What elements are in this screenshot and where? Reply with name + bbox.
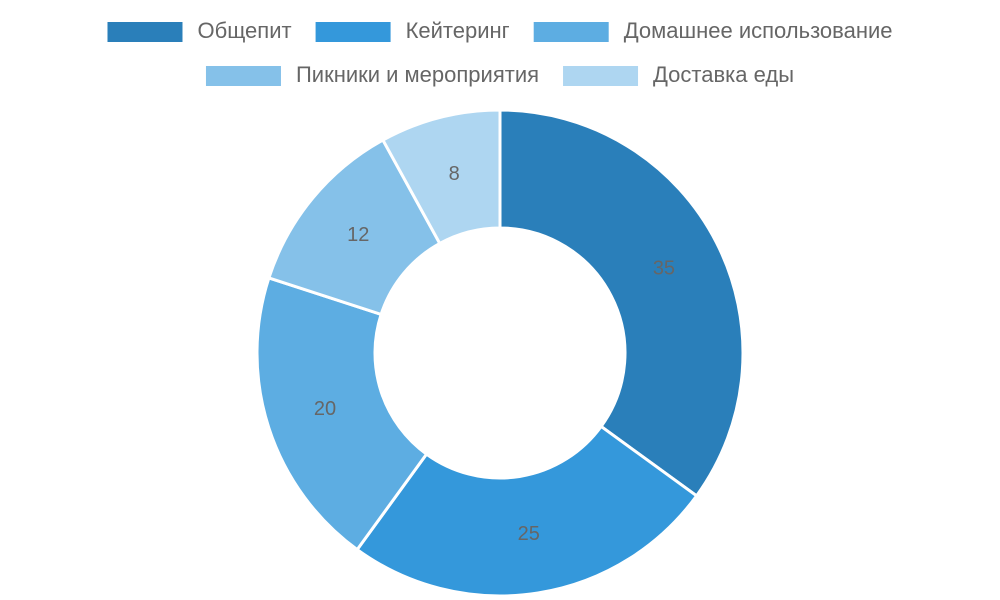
legend-label: Доставка еды: [653, 62, 794, 87]
legend-swatch: [533, 22, 609, 42]
legend-item: Доставка еды: [563, 62, 794, 87]
legend-item: Домашнее использование: [533, 18, 893, 43]
donut-slice: [355, 424, 699, 598]
legend-swatch: [315, 22, 391, 42]
data-label: 8: [449, 163, 460, 185]
data-label: 25: [518, 523, 540, 545]
legend-item: Общепит: [107, 18, 292, 43]
data-label: 35: [653, 258, 675, 280]
legend-item: Кейтеринг: [315, 18, 510, 43]
legend-label: Домашнее использование: [624, 18, 893, 43]
legend-swatch: [563, 66, 639, 86]
donut-slice: [380, 108, 502, 246]
legend-label: Общепит: [197, 18, 291, 43]
donut-slice: [498, 108, 745, 498]
data-label: 20: [314, 398, 336, 420]
legend-item: Пикники и мероприятия: [205, 62, 539, 87]
legend-label: Кейтеринг: [406, 18, 510, 43]
legend-swatch: [205, 66, 281, 86]
legend-label: Пикники и мероприятия: [296, 62, 539, 87]
donut-slice: [255, 276, 429, 552]
legend-swatch: [107, 22, 183, 42]
data-label: 12: [347, 224, 369, 246]
